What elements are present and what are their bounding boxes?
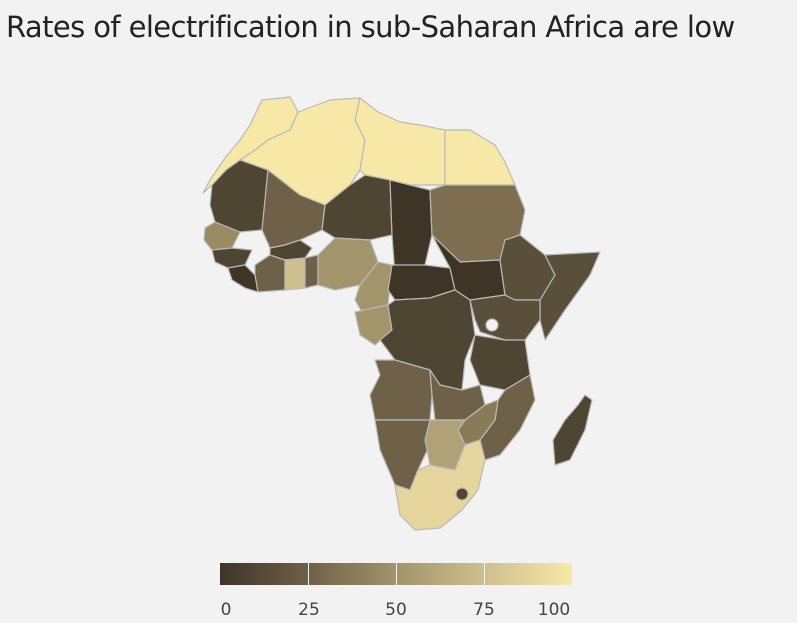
legend-label-0: 0 [220,600,232,620]
country-madagascar[interactable] [552,394,593,466]
country-cote-divoire[interactable] [254,254,286,293]
country-ghana[interactable] [284,257,306,291]
color-legend [220,563,572,585]
country-libya[interactable] [354,97,446,186]
legend-tick [308,563,309,585]
legend-label-50: 50 [385,600,407,620]
country-angola[interactable] [369,359,433,421]
country-egypt[interactable] [444,129,516,186]
lake-victoria [485,318,499,332]
legend-label-25: 25 [298,600,320,620]
legend-label-100: 100 [537,600,571,620]
country-south-africa[interactable] [394,439,486,531]
country-chad[interactable] [389,179,433,276]
map-title: Rates of electrification in sub-Saharan … [6,10,735,44]
legend-tick [396,563,397,585]
country-dr-congo[interactable] [379,289,476,391]
country-togo-benin[interactable] [304,254,319,289]
legend-label-75: 75 [473,600,495,620]
country-uganda-kenya[interactable] [469,294,541,341]
legend-tick [484,563,485,585]
country-lesotho[interactable] [455,487,469,501]
country-burkina-faso[interactable] [269,239,313,261]
country-guinea[interactable] [211,247,253,269]
country-sierra-leone-liberia[interactable] [227,264,259,293]
country-somalia[interactable] [539,251,601,341]
